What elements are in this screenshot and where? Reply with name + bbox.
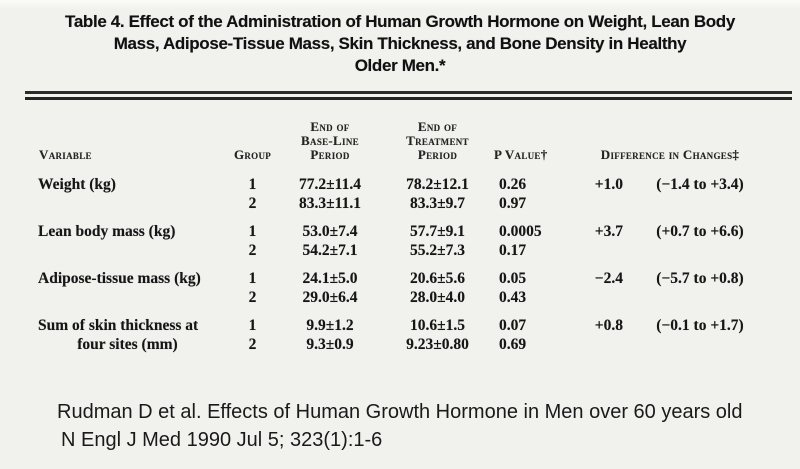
row-label: Lean body mass (kg): [38, 223, 176, 240]
cell-confidence-interval: [625, 335, 775, 354]
citation: Rudman D et al. Effects of Human Growth …: [57, 398, 800, 454]
cell-baseline: 29.0±6.4: [302, 289, 358, 306]
cell-difference: [565, 241, 625, 260]
cell-difference: [565, 288, 625, 307]
table-row-adipose-tissue-mass: Adipose-tissue mass (kg) 1 24.1±5.0 20.6…: [25, 269, 775, 307]
column-header-difference-in-changes: Difference in Changes‡: [600, 147, 740, 162]
cell-p-value: 0.05: [499, 270, 527, 287]
cell-group: 1: [248, 270, 257, 287]
cell-treatment: 10.6±1.5: [409, 317, 465, 334]
cell-baseline: 9.3±0.9: [306, 336, 354, 353]
cell-p-value: 0.43: [499, 289, 527, 306]
cell-baseline: 83.3±11.1: [299, 195, 361, 212]
citation-line-2: N Engl J Med 1990 Jul 5; 323(1):1-6: [61, 429, 383, 451]
column-header-p-value: P Value†: [494, 147, 548, 162]
cell-baseline: 77.2±11.4: [299, 176, 361, 193]
table-header-row: Variable Group End of Base-Line Period E…: [25, 107, 775, 162]
table-title-line-3: Older Men.*: [354, 56, 446, 75]
cell-treatment: 28.0±4.0: [409, 289, 465, 306]
cell-group: 1: [248, 317, 257, 334]
cell-treatment: 9.23±0.80: [406, 336, 469, 353]
header-baseline-line-1: End of: [310, 119, 350, 134]
cell-group: 1: [248, 176, 257, 193]
column-header-variable: Variable: [39, 147, 92, 162]
cell-baseline: 54.2±7.1: [302, 242, 358, 259]
cell-baseline: 9.9±1.2: [306, 317, 354, 334]
cell-p-value: 0.69: [499, 336, 527, 353]
citation-line-1: Rudman D et al. Effects of Human Growth …: [57, 401, 743, 423]
cell-confidence-interval: [625, 194, 775, 213]
row-label: Weight (kg): [38, 176, 116, 193]
cell-group: 2: [248, 336, 257, 353]
header-treatment-line-1: End of: [417, 119, 458, 134]
cell-difference: [565, 194, 625, 213]
header-baseline-line-3: Period: [310, 147, 350, 162]
cell-difference: [565, 335, 625, 354]
column-header-end-of-treatment-period: End of Treatment Period: [385, 120, 490, 162]
cell-group: 1: [248, 223, 257, 240]
cell-confidence-interval: [625, 241, 775, 260]
column-header-end-of-baseline-period: End of Base-Line Period: [275, 120, 385, 162]
table-row-weight: Weight (kg) 1 77.2±11.4 78.2±12.1 0.26 +…: [25, 175, 775, 213]
cell-p-value: 0.0005: [499, 223, 542, 240]
table-row-lean-body-mass: Lean body mass (kg) 1 53.0±7.4 57.7±9.1 …: [25, 222, 775, 260]
row-label: Sum of skin thickness at: [38, 317, 199, 334]
table-row-skin-thickness: Sum of skin thickness at 1 9.9±1.2 10.6±…: [25, 316, 775, 354]
data-table: Variable Group End of Base-Line Period E…: [25, 107, 775, 354]
cell-baseline: 24.1±5.0: [302, 270, 358, 287]
header-treatment-line-2: Treatment: [406, 133, 469, 148]
row-label-line-2: [25, 194, 230, 213]
cell-difference: +0.8: [594, 317, 623, 334]
cell-treatment: 83.3±9.7: [409, 195, 465, 212]
cell-p-value: 0.17: [499, 242, 527, 259]
cell-p-value: 0.07: [499, 317, 527, 334]
cell-difference: −2.4: [594, 270, 623, 287]
cell-treatment: 78.2±12.1: [406, 176, 469, 193]
table-body: Weight (kg) 1 77.2±11.4 78.2±12.1 0.26 +…: [25, 175, 775, 354]
column-header-group: Group: [233, 147, 272, 162]
row-label-line-2: four sites (mm): [77, 336, 178, 353]
row-label-line-2: [25, 241, 230, 260]
cell-treatment: 55.2±7.3: [409, 242, 465, 259]
table-title-line-1: Table 4. Effect of the Administration of…: [65, 12, 735, 31]
cell-group: 2: [248, 242, 257, 259]
cell-difference: +1.0: [594, 176, 623, 193]
cell-difference: +3.7: [594, 223, 623, 240]
cell-confidence-interval: (+0.7 to +6.6): [656, 223, 744, 240]
header-treatment-line-3: Period: [417, 147, 458, 162]
cell-group: 2: [248, 195, 257, 212]
cell-confidence-interval: (−1.4 to +3.4): [656, 176, 744, 193]
cell-confidence-interval: (−5.7 to +0.8): [656, 270, 744, 287]
row-label-line-2: [25, 288, 230, 307]
row-label: Adipose-tissue mass (kg): [38, 270, 201, 287]
cell-treatment: 57.7±9.1: [409, 223, 465, 240]
cell-p-value: 0.26: [499, 176, 527, 193]
header-baseline-line-2: Base-Line: [301, 133, 359, 148]
cell-confidence-interval: (−0.1 to +1.7): [656, 317, 744, 334]
table-title-line-2: Mass, Adipose-Tissue Mass, Skin Thicknes…: [113, 34, 687, 53]
cell-confidence-interval: [625, 288, 775, 307]
cell-p-value: 0.97: [499, 195, 527, 212]
table-top-double-rule: [25, 91, 792, 100]
cell-group: 2: [248, 289, 257, 306]
cell-baseline: 53.0±7.4: [302, 223, 358, 240]
cell-treatment: 20.6±5.6: [409, 270, 465, 287]
table-title: Table 4. Effect of the Administration of…: [12, 11, 788, 77]
